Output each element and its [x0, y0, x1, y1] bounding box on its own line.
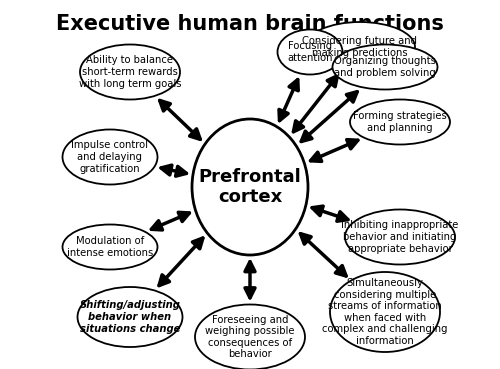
Ellipse shape: [62, 130, 158, 184]
Text: Considering future and
making predictions: Considering future and making prediction…: [302, 36, 418, 58]
Ellipse shape: [305, 22, 415, 72]
Ellipse shape: [332, 45, 438, 90]
Text: Impulse control
and delaying
gratification: Impulse control and delaying gratificati…: [72, 140, 148, 173]
Ellipse shape: [62, 224, 158, 269]
Ellipse shape: [192, 119, 308, 255]
Text: Simultaneously
considering multiple
streams of information
when faced with
compl: Simultaneously considering multiple stre…: [322, 278, 448, 346]
Text: Shifting/adjusting
behavior when
situations change: Shifting/adjusting behavior when situati…: [80, 300, 180, 334]
Text: Modulation of
intense emotions: Modulation of intense emotions: [67, 236, 153, 258]
Text: Forming strategies
and planning: Forming strategies and planning: [353, 111, 447, 133]
Ellipse shape: [278, 30, 342, 75]
Ellipse shape: [80, 45, 180, 100]
Text: Focusing
attention: Focusing attention: [287, 41, 333, 63]
Text: Ability to balance
short-term rewards
with long term goals: Ability to balance short-term rewards wi…: [79, 55, 181, 89]
Text: Foreseeing and
weighing possible
consequences of
behavior: Foreseeing and weighing possible consequ…: [206, 315, 295, 359]
Text: Prefrontal
cortex: Prefrontal cortex: [198, 168, 302, 206]
Ellipse shape: [345, 210, 455, 265]
Ellipse shape: [78, 287, 182, 347]
Ellipse shape: [195, 304, 305, 369]
Text: Executive human brain functions: Executive human brain functions: [56, 14, 444, 34]
Text: Organizing thoughts
and problem solving: Organizing thoughts and problem solving: [334, 56, 436, 78]
Text: Inhibiting inappropriate
behavior and initiating
appropriate behavior: Inhibiting inappropriate behavior and in…: [342, 220, 458, 254]
Ellipse shape: [350, 100, 450, 145]
Ellipse shape: [330, 272, 440, 352]
